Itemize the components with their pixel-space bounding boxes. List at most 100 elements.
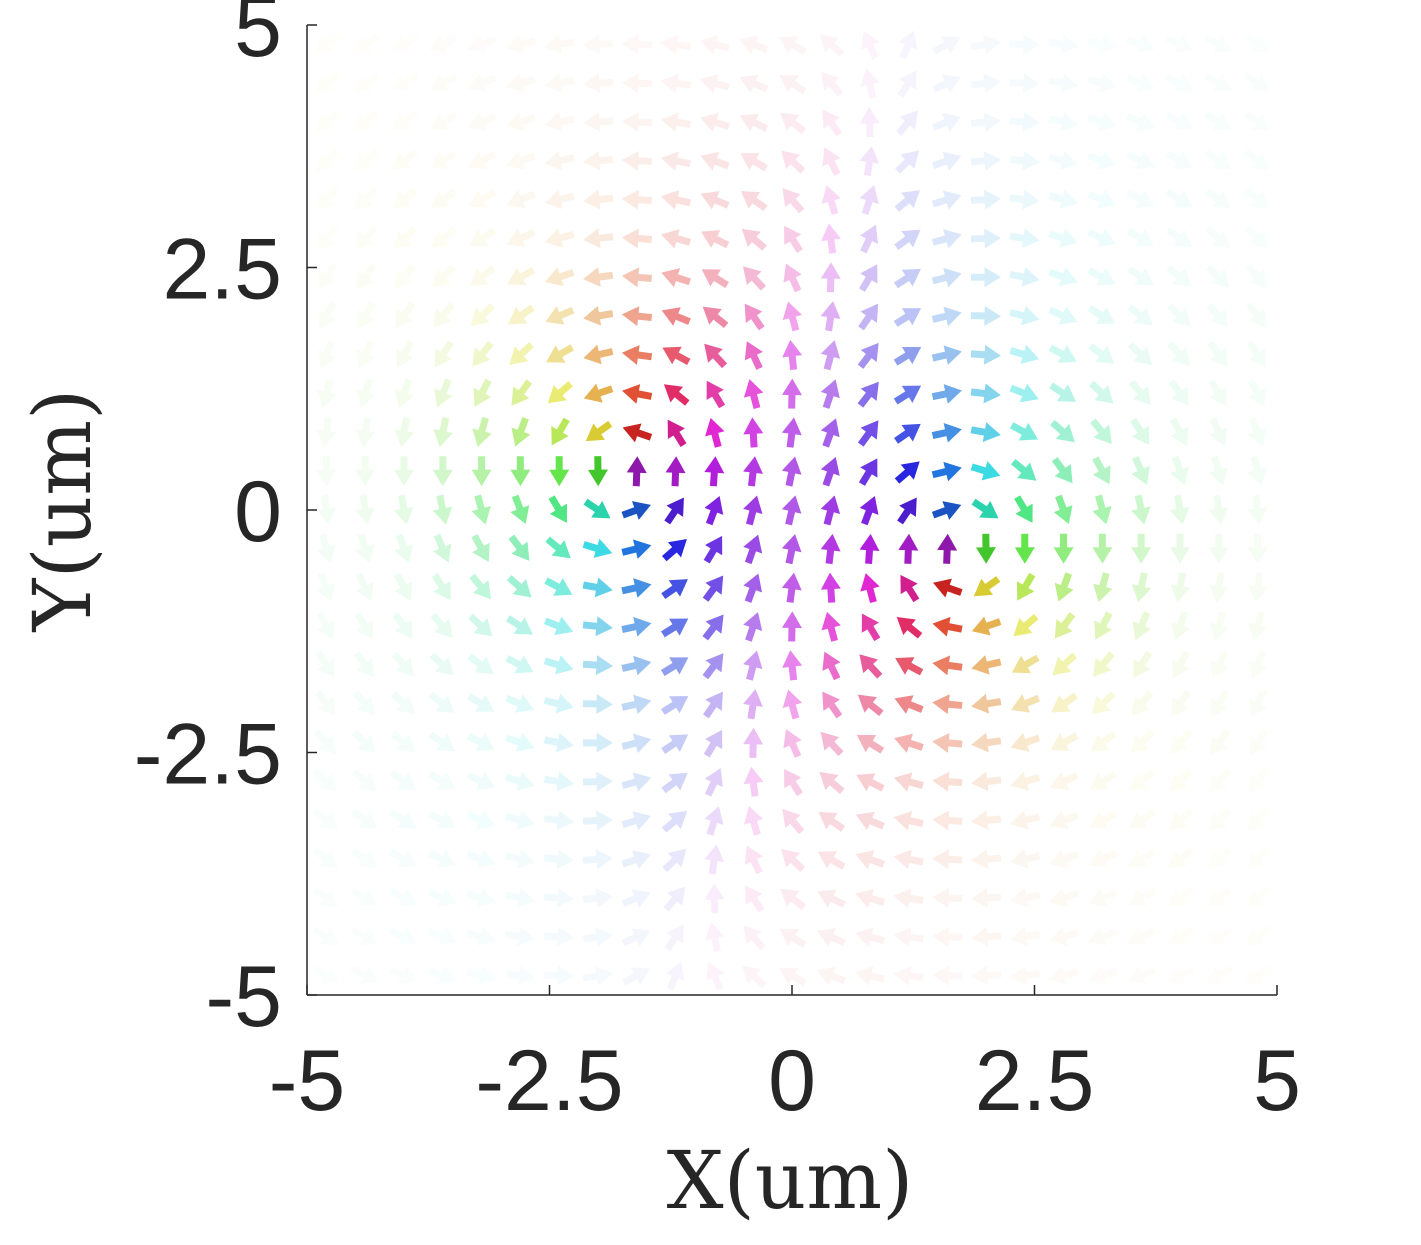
vector-arrow [740,152,768,172]
vector-arrow [505,887,536,908]
vector-arrow [1247,572,1268,603]
vector-arrow [1170,729,1193,755]
vector-arrow [1127,927,1157,946]
vector-arrow [1210,650,1229,679]
vector-arrow [661,579,688,599]
vector-arrow [1203,72,1232,92]
vector-arrow [931,306,962,327]
vector-arrow [1126,151,1155,170]
vector-arrow [316,456,337,487]
y-tick-label: -5 [206,949,282,1045]
vector-arrow [543,655,574,675]
vector-arrow [1009,383,1039,403]
vector-arrow [1247,806,1271,832]
vector-arrow [543,693,574,714]
vector-arrow [665,456,686,487]
vector-arrow [509,342,534,365]
vector-arrow [701,230,730,249]
vector-arrow [893,772,924,792]
vector-arrow [466,926,497,947]
vector-arrow [621,616,652,637]
vector-arrow [931,461,962,482]
vector-arrow [621,655,652,676]
vector-arrow [662,346,691,366]
vector-arrow [1010,887,1041,908]
vector-arrow [312,847,339,869]
vector-arrow [1168,379,1189,406]
vector-arrow [781,456,802,487]
vector-arrow [1127,887,1157,907]
vector-arrow [430,188,458,209]
vector-arrow [622,423,653,443]
vector-arrow [505,694,535,713]
vector-arrow [505,615,533,635]
vector-arrow [585,420,613,442]
vector-arrow [1130,417,1150,446]
vector-arrow [471,533,490,562]
vector-arrow [1166,265,1192,287]
vector-arrow [971,849,1002,870]
vector-arrow [859,145,880,177]
vector-arrow [743,727,764,758]
vector-arrow [739,74,769,93]
vector-arrow [704,806,724,836]
vector-arrow [1170,572,1191,603]
vector-arrow [1209,611,1229,641]
vector-arrow [543,771,575,792]
vector-arrow [1208,378,1227,407]
vector-arrow [355,572,374,602]
vector-arrow [818,811,846,832]
vector-arrow [1048,267,1078,287]
vector-arrow [510,456,531,487]
vector-arrow [660,151,691,171]
vector-arrow [354,186,379,211]
vector-arrow [545,267,575,287]
vector-arrow [778,967,807,987]
vector-arrow [739,35,769,55]
vector-arrow [317,378,337,409]
vector-arrow [394,417,415,448]
vector-arrow [820,379,840,409]
vector-arrow [582,810,613,831]
vector-arrow [389,809,417,829]
vector-arrow [1207,340,1228,367]
vector-arrow [703,729,723,758]
vector-arrow [544,111,575,132]
vector-arrow [427,888,457,907]
vector-arrow [857,342,879,369]
vector-arrow [472,340,494,367]
vector-arrow [1049,771,1079,791]
vector-arrow [700,112,730,132]
vector-arrow [1166,303,1191,327]
vector-arrow [1165,112,1194,131]
vector-arrow [1009,150,1040,171]
vector-arrow [1245,964,1272,985]
vector-arrow [582,849,613,870]
vector-arrow [1051,457,1073,484]
vector-arrow [743,612,763,642]
vector-arrow [667,419,687,447]
vector-arrow [857,420,879,447]
vector-arrow [433,302,456,328]
vector-arrow [661,734,689,754]
vector-arrow [467,112,497,131]
vector-arrow [855,850,885,870]
vector-arrow [389,770,417,791]
vector-arrow [971,655,1002,675]
vector-arrow [1208,533,1229,564]
vector-arrow [1244,263,1268,289]
vector-arrow [508,304,535,325]
vector-arrow [702,306,729,329]
vector-arrow [937,533,958,564]
vector-arrow [817,928,846,947]
vector-arrow [820,71,844,97]
vector-arrow [1248,767,1270,794]
vector-arrow [1126,189,1155,208]
vector-arrow [782,339,803,371]
vector-arrow [705,417,725,448]
vector-arrow [622,384,653,404]
vector-arrow [1087,112,1117,132]
vector-arrow [1010,732,1041,752]
vector-arrow [389,888,418,907]
vector-arrow [391,110,419,131]
